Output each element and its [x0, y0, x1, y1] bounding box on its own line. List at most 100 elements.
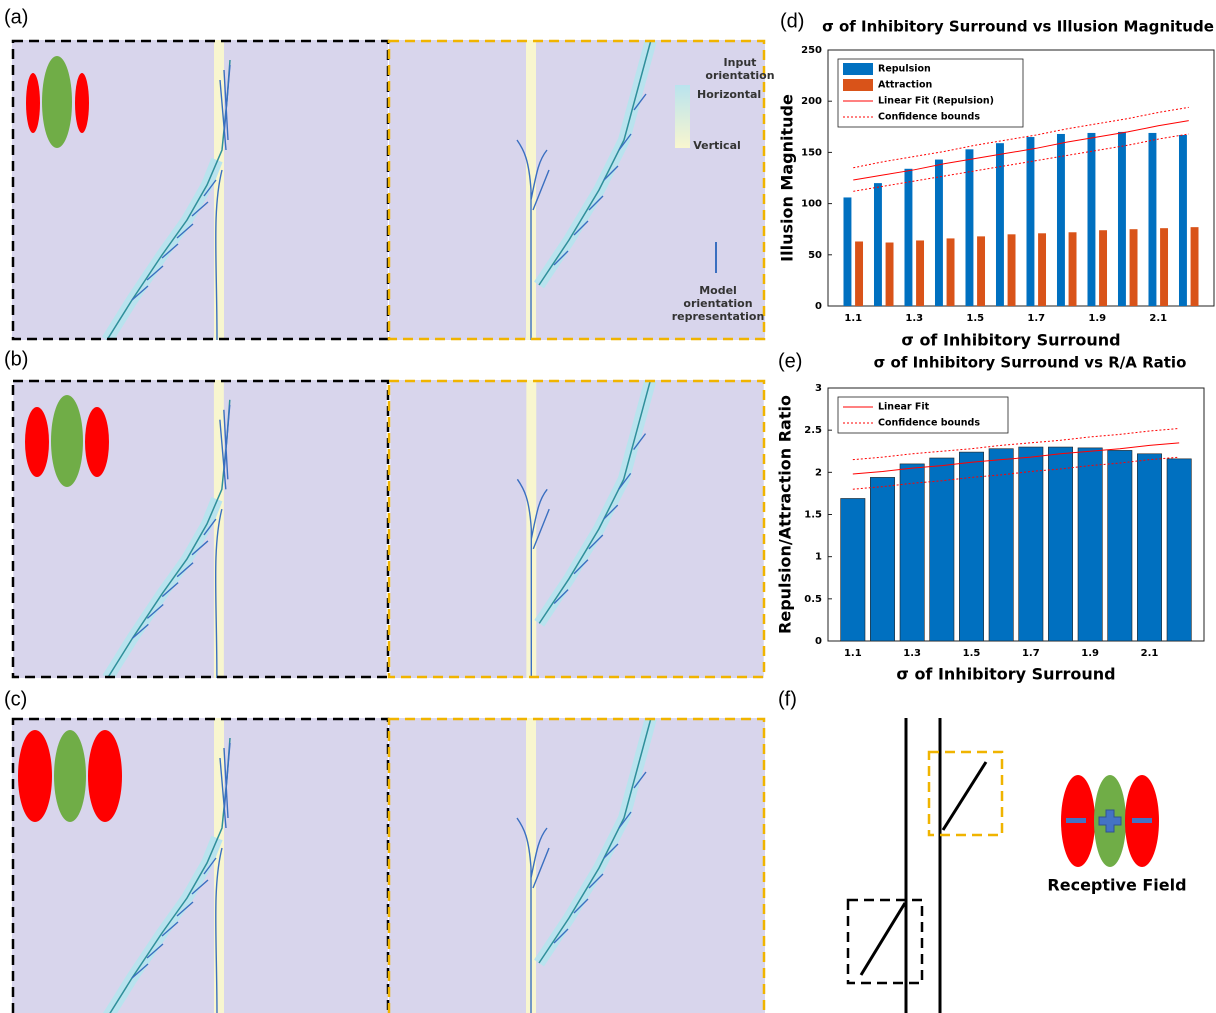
bar: [1099, 230, 1107, 306]
bar: [874, 183, 882, 306]
legend-label: Confidence bounds: [878, 418, 980, 429]
x-tick-label: 1.3: [903, 648, 921, 659]
bar: [1087, 133, 1095, 306]
bar: [900, 464, 924, 641]
y-tick-label: 0: [815, 301, 822, 312]
bar: [935, 160, 943, 306]
bar: [1057, 134, 1065, 306]
legend-label: Repulsion: [878, 64, 931, 75]
oblique-line: [943, 762, 986, 830]
figure-canvas: (a) (b) (c) (d) (e) (f) Receptive Field …: [0, 0, 1216, 1013]
rf-surround: [85, 407, 109, 477]
bar: [886, 243, 894, 306]
rf-center: [42, 56, 72, 148]
x-tick-label: 1.1: [844, 648, 862, 659]
legend-label: Confidence bounds: [878, 112, 980, 123]
rf-center: [51, 395, 83, 487]
chart-title: σ of Inhibitory Surround vs Illusion Mag…: [822, 18, 1214, 36]
bar: [930, 458, 954, 641]
x-tick-label: 1.3: [905, 313, 923, 324]
bar: [1130, 229, 1138, 306]
figure: (a) (b) (c) (d) (e) (f) Receptive Field …: [0, 0, 1216, 1013]
y-tick-label: 3: [815, 383, 822, 394]
y-tick-label: 2.5: [804, 425, 822, 436]
legend-text: Model orientation representation: [670, 284, 766, 323]
rf-center: [54, 730, 86, 822]
minus-sign: [1132, 818, 1152, 823]
y-tick-label: 1: [815, 552, 822, 563]
bar: [916, 240, 924, 306]
chart-title: σ of Inhibitory Surround vs R/A Ratio: [874, 354, 1187, 372]
y-axis-label: Illusion Magnitude: [778, 94, 797, 262]
bar: [1148, 133, 1156, 306]
bar: [989, 449, 1013, 641]
x-tick-label: 1.9: [1088, 313, 1106, 324]
bar: [1078, 448, 1102, 641]
y-tick-label: 2: [815, 467, 822, 478]
panel-label: (e): [778, 350, 802, 372]
bar: [1160, 228, 1168, 306]
oblique-line: [861, 903, 905, 975]
x-tick-label: 2.1: [1141, 648, 1159, 659]
bar: [947, 238, 955, 306]
bar: [1118, 132, 1126, 306]
y-tick-label: 150: [801, 147, 822, 158]
orientation-colorbar: [675, 85, 690, 148]
bar: [1179, 135, 1187, 306]
bar: [1167, 459, 1191, 641]
bar: [870, 477, 894, 641]
bar: [1069, 232, 1077, 306]
panel-label: (f): [778, 688, 797, 710]
charts: σ of Inhibitory Surround vs Illusion Mag…: [776, 18, 1215, 684]
model-image: [390, 380, 763, 678]
bar: [904, 169, 912, 306]
panel-label: (b): [4, 348, 28, 370]
model-image: [389, 718, 765, 1013]
y-tick-label: 200: [801, 96, 822, 107]
y-tick-label: 0: [815, 636, 822, 647]
x-axis-label: σ of Inhibitory Surround: [901, 331, 1120, 350]
bar: [1137, 454, 1161, 641]
x-tick-label: 1.5: [966, 313, 984, 324]
bar: [843, 197, 851, 306]
rf-surround: [26, 73, 40, 133]
panel-label: (d): [780, 10, 804, 32]
rf-surround: [25, 407, 49, 477]
x-tick-label: 1.5: [963, 648, 981, 659]
x-axis-label: σ of Inhibitory Surround: [896, 665, 1115, 684]
bar: [1048, 447, 1072, 641]
bar: [977, 236, 985, 306]
bar: [855, 241, 863, 306]
x-tick-label: 2.1: [1149, 313, 1167, 324]
panel-label: (a): [4, 6, 28, 28]
legend-swatch: [843, 79, 873, 91]
rf-surround: [75, 73, 89, 133]
bar: [1108, 450, 1132, 641]
minus-sign: [1066, 818, 1086, 823]
x-tick-label: 1.7: [1027, 313, 1045, 324]
x-tick-label: 1.1: [844, 313, 862, 324]
rf-surround: [88, 730, 122, 822]
x-tick-label: 1.7: [1022, 648, 1040, 659]
bar: [1019, 447, 1043, 641]
rf-caption: Receptive Field: [1047, 876, 1186, 895]
rf-surround: [18, 730, 52, 822]
bar: [1008, 234, 1016, 306]
y-tick-label: 250: [801, 45, 822, 56]
legend-text: Vertical: [692, 139, 742, 152]
y-tick-label: 1.5: [804, 510, 822, 521]
bar: [1038, 233, 1046, 306]
y-axis-label: Repulsion/Attraction Ratio: [776, 395, 795, 634]
bar: [959, 452, 983, 641]
bar: [841, 498, 865, 641]
y-tick-label: 50: [808, 250, 822, 261]
legend-text: Horizontal: [697, 88, 757, 101]
legend-text: Input orientation: [700, 56, 780, 82]
y-tick-label: 100: [801, 199, 822, 210]
legend-swatch: [843, 63, 873, 75]
frame: [848, 900, 922, 983]
bar: [1191, 227, 1199, 306]
panel-label: (c): [4, 688, 27, 710]
legend-label: Linear Fit: [878, 402, 930, 413]
legend-label: Attraction: [878, 80, 932, 91]
